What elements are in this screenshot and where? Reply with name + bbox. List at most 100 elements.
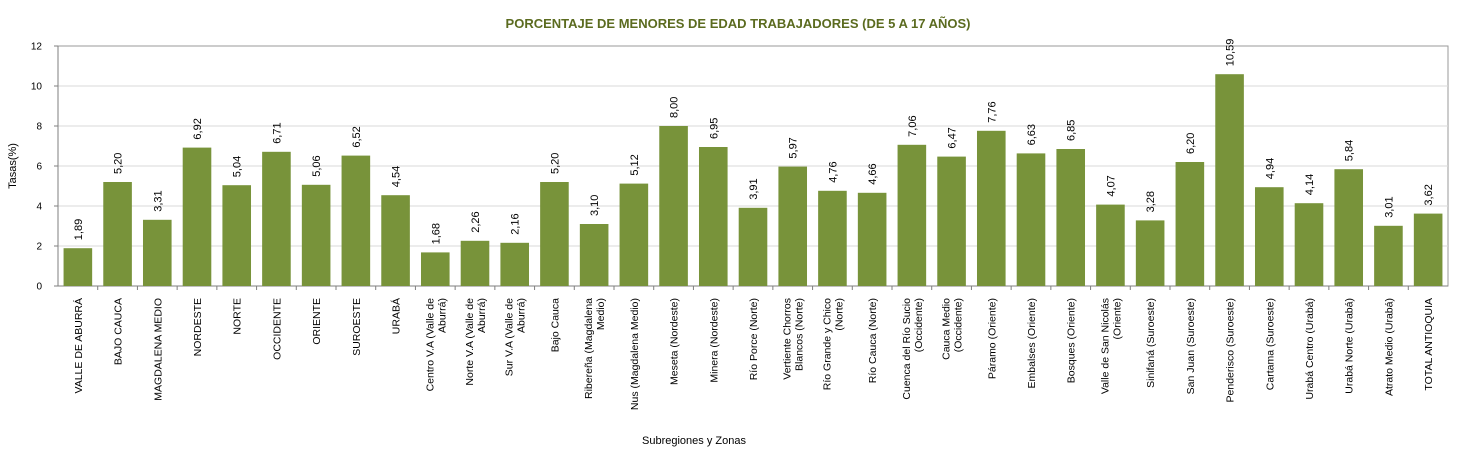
x-tick-label: Medio) bbox=[595, 298, 607, 330]
x-tick-label: Meseta (Nordeste) bbox=[669, 298, 681, 385]
x-tick-label: NORDESTE bbox=[192, 298, 204, 356]
x-tick-label: Bajo Cauca bbox=[549, 298, 561, 352]
bar bbox=[659, 126, 688, 286]
x-tick-label: Nus (Magdalena Medio) bbox=[629, 298, 641, 410]
x-tick-label: (Occidente) bbox=[913, 298, 925, 352]
value-label: 1,89 bbox=[73, 219, 85, 240]
x-tick-label: OCCIDENTE bbox=[271, 298, 283, 360]
value-label: 5,20 bbox=[549, 153, 561, 174]
bar bbox=[778, 166, 808, 286]
value-label: 3,91 bbox=[748, 178, 760, 199]
y-tick-label: 4 bbox=[36, 202, 42, 213]
x-tick-label: San Juan (Suroeste) bbox=[1185, 298, 1197, 394]
y-tick-label: 6 bbox=[36, 162, 42, 173]
value-label: 6,71 bbox=[271, 122, 283, 143]
x-tick-label: Valle de San Nicolás bbox=[1099, 298, 1111, 394]
value-label: 6,63 bbox=[1026, 124, 1038, 145]
x-tick-label: Urabá Centro (Urabá) bbox=[1304, 298, 1316, 400]
y-tick-label: 2 bbox=[36, 242, 42, 253]
value-label: 4,66 bbox=[867, 163, 879, 184]
x-tick-label: TOTAL ANTIOQUIA bbox=[1423, 298, 1435, 391]
value-label: 3,28 bbox=[1145, 191, 1157, 212]
value-label: 5,06 bbox=[311, 155, 323, 176]
x-tick-label: Penderisco (Suroeste) bbox=[1225, 298, 1237, 402]
x-tick-label: (Occidente) bbox=[953, 298, 965, 352]
bar bbox=[381, 195, 410, 286]
value-label: 7,76 bbox=[986, 101, 998, 122]
x-tick-label: URABÁ bbox=[390, 298, 403, 334]
value-label: 6,47 bbox=[947, 127, 959, 148]
x-tick-label: (Oriente) bbox=[1111, 298, 1123, 339]
x-tick-label: Páramo (Oriente) bbox=[986, 298, 998, 379]
bar bbox=[1016, 153, 1046, 286]
bar bbox=[460, 240, 490, 286]
x-tick-label: Minera (Nordeste) bbox=[708, 298, 720, 383]
value-label: 3,01 bbox=[1383, 196, 1395, 217]
bar bbox=[341, 155, 371, 286]
x-tick-label: Atrato Medio (Urabá) bbox=[1383, 298, 1395, 396]
x-tick-label: MAGDALENA MEDIO bbox=[152, 298, 164, 401]
x-tick-label: NORTE bbox=[232, 298, 244, 335]
x-tick-label: Cartama (Suroeste) bbox=[1264, 298, 1276, 390]
y-tick-label: 10 bbox=[31, 82, 43, 93]
bar bbox=[818, 190, 847, 286]
x-tick-label: Bosques (Oriente) bbox=[1066, 298, 1078, 383]
bar bbox=[222, 185, 252, 286]
x-tick-label: BAJO CAUCA bbox=[113, 298, 125, 365]
value-label: 6,20 bbox=[1185, 133, 1197, 154]
x-tick-label: Aburrá) bbox=[516, 298, 528, 333]
value-label: 2,26 bbox=[470, 211, 482, 232]
bar bbox=[857, 192, 887, 286]
bar bbox=[579, 224, 609, 286]
bar bbox=[738, 207, 768, 286]
bar bbox=[301, 184, 331, 286]
bar bbox=[103, 182, 132, 286]
value-label: 5,84 bbox=[1344, 140, 1356, 161]
bar bbox=[1056, 149, 1086, 286]
value-label: 5,97 bbox=[788, 137, 800, 158]
value-label: 1,68 bbox=[430, 223, 442, 244]
x-tick-label: Centro V.A (Valle de bbox=[424, 298, 436, 392]
x-tick-label: Sur V.A (Valle de bbox=[504, 298, 516, 376]
x-tick-label: Cuenca del Río Sucio bbox=[901, 298, 913, 400]
value-label: 6,95 bbox=[708, 118, 720, 139]
value-label: 2,16 bbox=[510, 213, 522, 234]
x-tick-label: Norte V.A (Valle de bbox=[464, 298, 476, 386]
bar bbox=[619, 183, 649, 286]
x-tick-label: Aburrá) bbox=[476, 298, 488, 333]
x-tick-label: (Norte) bbox=[833, 298, 845, 331]
chart-title: PORCENTAJE DE MENORES DE EDAD TRABAJADOR… bbox=[506, 16, 971, 31]
value-label: 5,04 bbox=[232, 156, 244, 177]
bar bbox=[540, 182, 569, 286]
x-tick-label: ORIENTE bbox=[311, 298, 323, 345]
y-tick-label: 8 bbox=[36, 122, 42, 133]
x-tick-label: Urabá Norte (Urabá) bbox=[1344, 298, 1356, 394]
bar bbox=[1294, 203, 1324, 286]
plot-area: 0 2 4 6 8 10 12 1,89 VALLE DE ABURRÁ 5,20 BAJO CAU… bbox=[31, 39, 1449, 410]
value-label: 4,14 bbox=[1304, 174, 1316, 195]
bar bbox=[262, 151, 291, 286]
value-label: 6,92 bbox=[192, 118, 204, 139]
x-tick-label: Sinifaná (Suroeste) bbox=[1145, 298, 1157, 388]
value-label: 5,12 bbox=[629, 154, 641, 175]
bar bbox=[500, 242, 530, 286]
bar bbox=[976, 130, 1006, 286]
x-tick-label: SUROESTE bbox=[351, 298, 363, 356]
value-label: 6,85 bbox=[1066, 120, 1078, 141]
value-label: 8,00 bbox=[669, 97, 681, 118]
x-tick-label: Embalses (Oriente) bbox=[1026, 298, 1038, 388]
bar bbox=[937, 156, 966, 286]
x-tick-label: Aburrá) bbox=[436, 298, 448, 333]
x-tick-label: Río Grande y Chico bbox=[821, 298, 833, 390]
bar bbox=[1374, 225, 1403, 286]
bar bbox=[897, 144, 927, 286]
bar bbox=[1096, 204, 1125, 286]
value-label: 4,94 bbox=[1264, 158, 1276, 179]
bar bbox=[142, 219, 172, 286]
value-label: 4,76 bbox=[827, 161, 839, 182]
value-label: 7,06 bbox=[907, 115, 919, 136]
y-tick-label: 12 bbox=[31, 42, 43, 53]
value-label: 5,20 bbox=[113, 153, 125, 174]
value-label: 3,62 bbox=[1423, 184, 1435, 205]
